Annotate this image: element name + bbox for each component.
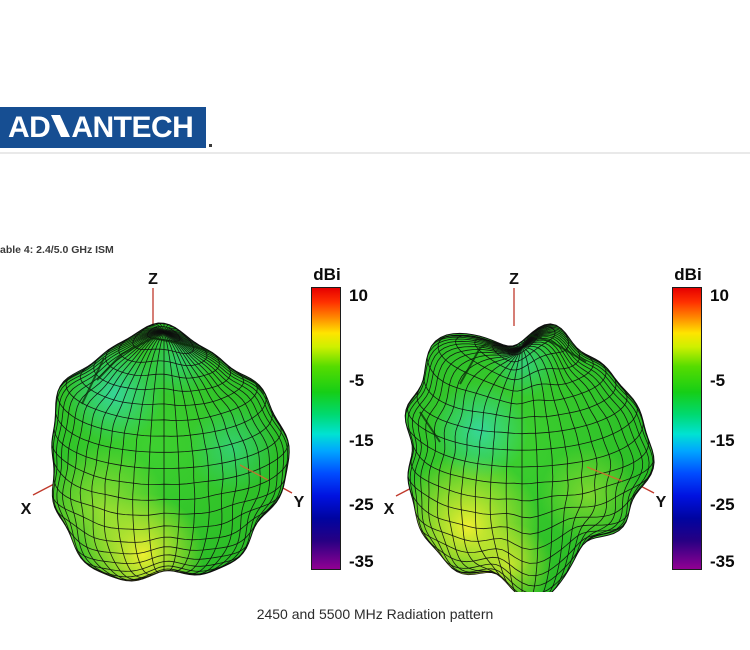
- colorbar-2450: dBi 10 -5 -15 -25 -35: [311, 265, 391, 575]
- logo-text-prefix: AD: [8, 111, 51, 144]
- colorbar-title: dBi: [313, 265, 341, 284]
- colorbar-gradient: [672, 287, 702, 570]
- advantech-logo: AD ANTECH: [0, 107, 206, 148]
- logo-v-icon: [51, 107, 71, 137]
- logo-text-suffix: ANTECH: [71, 111, 194, 144]
- colorbar-tick-label: -15: [710, 431, 735, 451]
- colorbar-title: dBi: [674, 265, 702, 284]
- radiation-pattern-5500-figure: Z X Y: [384, 271, 667, 592]
- colorbar-tick-label: -25: [349, 494, 374, 514]
- colorbar-tick-label: 10: [710, 286, 729, 306]
- axis-label-z: Z: [509, 271, 519, 288]
- colorbar-tick-label: -15: [349, 431, 374, 451]
- colorbar-tick-label: -35: [349, 552, 374, 572]
- colorbar-tick-label: -35: [710, 552, 735, 572]
- colorbar-gradient: [311, 287, 341, 570]
- axis-label-x: X: [21, 501, 32, 518]
- axis-label-y: Y: [294, 494, 305, 511]
- colorbar-tick-label: -5: [710, 370, 726, 390]
- colorbar-tick-label: -25: [710, 494, 735, 514]
- axis-label-x: X: [384, 501, 395, 518]
- colorbar-tick-label: 10: [349, 286, 368, 306]
- header-divider: [0, 152, 750, 154]
- radiation-pattern-2450-figure: Z X Y: [21, 271, 305, 582]
- colorbar-tick-label: -5: [349, 370, 365, 390]
- colorbar-5500: dBi 10 -5 -15 -25 -35: [672, 265, 750, 575]
- section-label: able 4: 2.4/5.0 GHz ISM: [0, 244, 114, 256]
- figure-caption: 2450 and 5500 MHz Radiation pattern: [256, 606, 494, 622]
- axis-label-y: Y: [656, 494, 667, 511]
- axis-label-z: Z: [148, 271, 158, 288]
- trademark-dot: [209, 144, 212, 147]
- surface-plot: [395, 288, 655, 592]
- surface-plot: [32, 288, 293, 582]
